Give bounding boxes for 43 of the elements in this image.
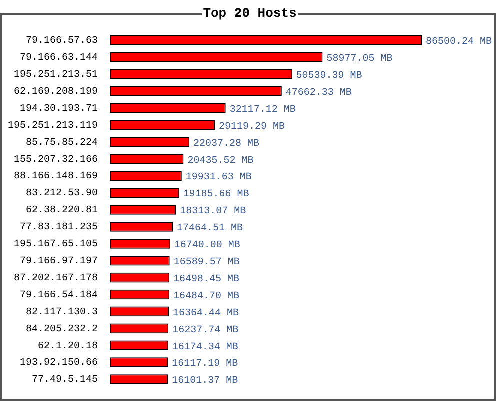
data-label: 16174.34 MB (172, 342, 238, 354)
data-label: 47662.33 MB (286, 88, 352, 99)
y-tick-label: 77.83.181.235 (20, 222, 98, 234)
y-tick-label: 195.167.65.105 (14, 240, 98, 251)
y-tick-label: 82.117.130.3 (26, 307, 98, 318)
data-label: 16484.70 MB (173, 291, 240, 302)
chart-title: Top 20 Hosts (202, 6, 298, 21)
y-tick-label: 195.251.213.119 (8, 120, 98, 132)
y-tick-label: 79.166.97.197 (20, 256, 98, 268)
data-label: 19931.63 MB (186, 172, 252, 184)
data-label: 16740.00 MB (174, 240, 240, 252)
data-label: 22037.28 MB (194, 138, 260, 150)
y-tick-label: 62.38.220.81 (26, 206, 98, 217)
y-tick-label: 62.169.208.199 (14, 86, 98, 98)
y-tick-label: 62.1.20.18 (38, 341, 98, 352)
data-label: 16101.37 MB (172, 376, 238, 388)
y-tick-label: 87.202.167.178 (14, 273, 98, 284)
data-label: 16117.19 MB (172, 359, 238, 370)
y-tick-label: 84.205.232.2 (26, 324, 98, 336)
y-tick-label: 79.166.57.63 (26, 36, 98, 48)
y-tick-label: 88.166.148.169 (14, 172, 98, 183)
y-tick-label: 195.251.213.51 (14, 70, 98, 82)
data-label: 86500.24 MB (426, 37, 492, 48)
data-label: 32117.12 MB (230, 104, 296, 116)
y-tick-label: 193.92.150.66 (20, 358, 98, 370)
y-tick-label: 194.30.193.71 (20, 104, 98, 115)
data-label: 58977.05 MB (326, 54, 393, 66)
data-label: 29119.29 MB (219, 122, 286, 133)
data-label: 19185.66 MB (183, 190, 250, 201)
y-tick-label: 83.212.53.90 (26, 188, 98, 200)
y-tick-label: 155.207.32.166 (14, 154, 98, 166)
data-label: 16498.45 MB (174, 274, 240, 286)
y-tick-label: 85.75.85.224 (26, 138, 98, 149)
y-tick-label: 77.49.5.145 (32, 375, 98, 386)
data-label: 50539.39 MB (296, 71, 362, 82)
data-label: 17464.51 MB (177, 224, 244, 235)
y-tick-label: 79.166.54.184 (20, 290, 98, 302)
data-label: 20435.52 MB (188, 156, 254, 167)
y-tick-label: 79.166.63.144 (20, 53, 98, 64)
data-label: 18313.07 MB (180, 206, 246, 218)
data-label: 16364.44 MB (173, 308, 240, 320)
data-label: 16589.57 MB (174, 258, 240, 268)
data-label: 16237.74 MB (172, 325, 239, 336)
